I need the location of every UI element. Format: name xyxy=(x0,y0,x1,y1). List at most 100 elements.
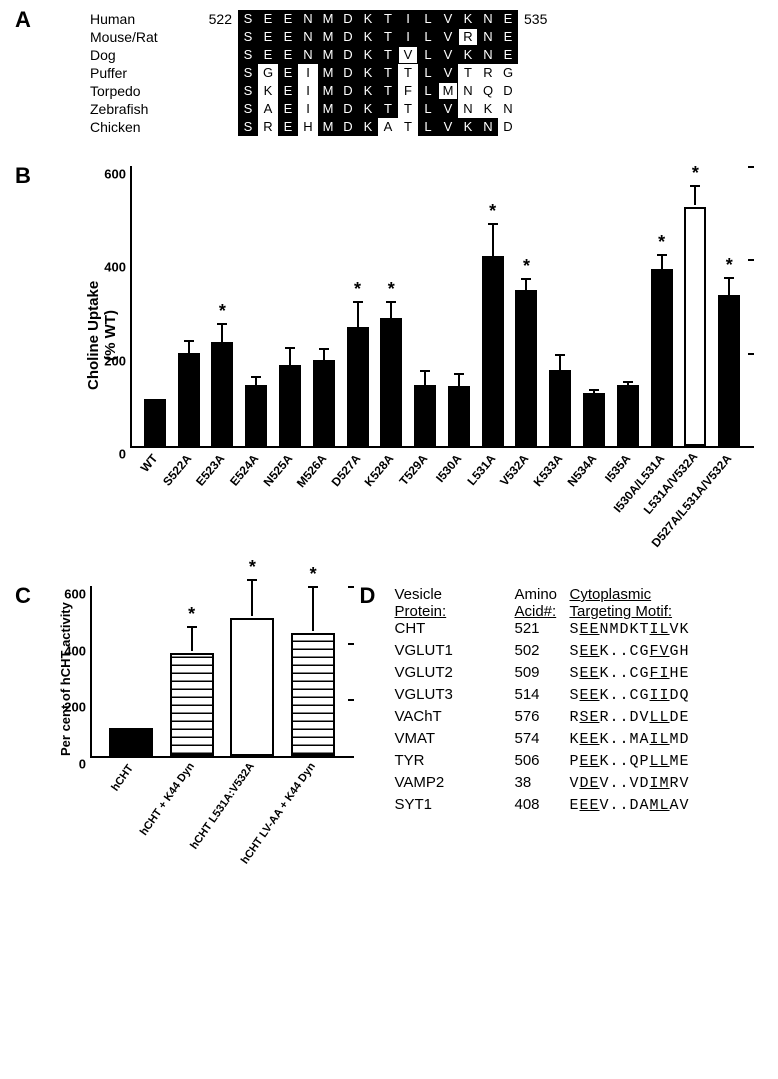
residue-cell: M xyxy=(318,10,338,28)
significance-star: * xyxy=(354,279,361,300)
bar: *V532A xyxy=(515,290,537,446)
y-axis-label: Per cent of hCHT activity xyxy=(58,602,73,756)
amino-acid-number: 502 xyxy=(514,642,569,659)
motif-row: CHT521SEENMDKTILVK xyxy=(394,620,768,642)
residue-cell: K xyxy=(358,10,378,28)
protein-name: VGLUT3 xyxy=(394,686,514,703)
bar: *D527A xyxy=(347,327,369,446)
bar: *I530A/L531A xyxy=(651,269,673,446)
residue-cell: G xyxy=(498,64,518,82)
residue-cell: V xyxy=(438,100,458,118)
alignment-row: ZebrafishSAEIMDKTTLVNKN xyxy=(90,100,768,118)
residue-cell: T xyxy=(378,28,398,46)
residue-cell: K xyxy=(358,64,378,82)
bar: T529A xyxy=(414,385,436,446)
residue-cell: T xyxy=(378,46,398,64)
motif-row: VAChT576RSER..DVLLDE xyxy=(394,708,768,730)
species-label: Zebrafish xyxy=(90,101,190,117)
residue-cell: M xyxy=(318,82,338,100)
residue-cell: D xyxy=(338,100,358,118)
protein-name: SYT1 xyxy=(394,796,514,813)
alignment-row: PufferSGEIMDKTTLVTRG xyxy=(90,64,768,82)
panel-d-label: D xyxy=(359,583,375,609)
residue-cell: T xyxy=(378,100,398,118)
residue-cell: E xyxy=(278,46,298,64)
residue-cell: E xyxy=(258,46,278,64)
residue-cell: I xyxy=(398,10,418,28)
y-tick-label: 0 xyxy=(79,757,92,772)
significance-star: * xyxy=(310,564,317,585)
residue-cell: M xyxy=(318,64,338,82)
residue-cell: K xyxy=(358,100,378,118)
residue-cell: R xyxy=(478,64,498,82)
residue-cell: V xyxy=(438,28,458,46)
residue-cell: N xyxy=(298,10,318,28)
protein-name: VAMP2 xyxy=(394,774,514,791)
panel-b-label: B xyxy=(15,163,31,189)
residue-cell: V xyxy=(438,118,458,136)
significance-star: * xyxy=(388,279,395,300)
motif-row: SYT1408EEEV..DAMLAV xyxy=(394,796,768,818)
residue-cell: N xyxy=(298,28,318,46)
significance-star: * xyxy=(523,256,530,277)
residue-cell: K xyxy=(258,82,278,100)
species-label: Mouse/Rat xyxy=(90,29,190,45)
residue-cell: E xyxy=(278,82,298,100)
residue-cell: N xyxy=(478,10,498,28)
residue-cell: S xyxy=(238,28,258,46)
residue-cell: R xyxy=(258,118,278,136)
motif-sequence: SEEK..CGIIDQ xyxy=(569,687,689,704)
motif-sequence: EEEV..DAMLAV xyxy=(569,797,689,814)
residue-cell: K xyxy=(458,46,478,64)
x-tick-label: hCHT + K44 Dyn xyxy=(137,761,196,838)
motif-sequence: KEEK..MAILMD xyxy=(569,731,689,748)
x-tick-label: E523A xyxy=(193,452,227,489)
amino-acid-number: 514 xyxy=(514,686,569,703)
residue-cell: I xyxy=(298,64,318,82)
x-tick-label: K533A xyxy=(531,452,566,490)
motif-sequence: SEEK..CGFIHE xyxy=(569,665,689,682)
species-label: Chicken xyxy=(90,119,190,135)
residue-cell: L xyxy=(418,10,438,28)
panel-b: B 0200400600WTS522A*E523AE524AN525AM526A… xyxy=(30,166,768,566)
bar: S522A xyxy=(178,353,200,446)
residue-cell: S xyxy=(238,100,258,118)
residue-cell: V xyxy=(438,10,458,28)
bar: M526A xyxy=(313,360,335,446)
motif-sequence: SEENMDKTILVK xyxy=(569,621,689,638)
residue-cell: T xyxy=(398,118,418,136)
significance-star: * xyxy=(219,301,226,322)
residue-cell: E xyxy=(498,46,518,64)
residue-cell: V xyxy=(398,46,418,64)
bar: *hCHT + K44 Dyn xyxy=(170,653,214,756)
x-tick-label: N525A xyxy=(261,452,296,490)
residue-cell: S xyxy=(238,10,258,28)
bar: N525A xyxy=(279,365,301,446)
residue-cell: N xyxy=(458,100,478,118)
residue-cell: E xyxy=(498,28,518,46)
residue-cell: D xyxy=(498,118,518,136)
residue-cell: E xyxy=(278,100,298,118)
alignment-row: ChickenSREHMDKATLVKND xyxy=(90,118,768,136)
panel-d: D VesicleProtein:AminoAcid#:CytoplasmicT… xyxy=(374,586,768,818)
residue-cell: L xyxy=(418,100,438,118)
table-header: VesicleProtein:AminoAcid#:CytoplasmicTar… xyxy=(394,586,768,620)
residue-cell: D xyxy=(338,46,358,64)
x-tick-label: hCHT xyxy=(109,763,136,794)
residue-cell: T xyxy=(458,64,478,82)
y-tick-label: 600 xyxy=(104,167,132,182)
residue-cell: N xyxy=(458,82,478,100)
residue-cell: S xyxy=(238,118,258,136)
motif-sequence: PEEK..QPLLME xyxy=(569,753,689,770)
residue-cell: S xyxy=(238,64,258,82)
x-tick-label: D527A xyxy=(328,452,363,490)
bar: *E523A xyxy=(211,342,233,446)
residue-cell: T xyxy=(398,100,418,118)
x-tick-label: N534A xyxy=(565,452,600,490)
bar: *K528A xyxy=(380,318,402,446)
x-tick-label: K528A xyxy=(362,452,397,490)
plot-area: 0200400600WTS522A*E523AE524AN525AM526A*D… xyxy=(130,166,752,448)
residue-cell: T xyxy=(378,10,398,28)
species-label: Dog xyxy=(90,47,190,63)
bar: I535A xyxy=(617,385,639,446)
